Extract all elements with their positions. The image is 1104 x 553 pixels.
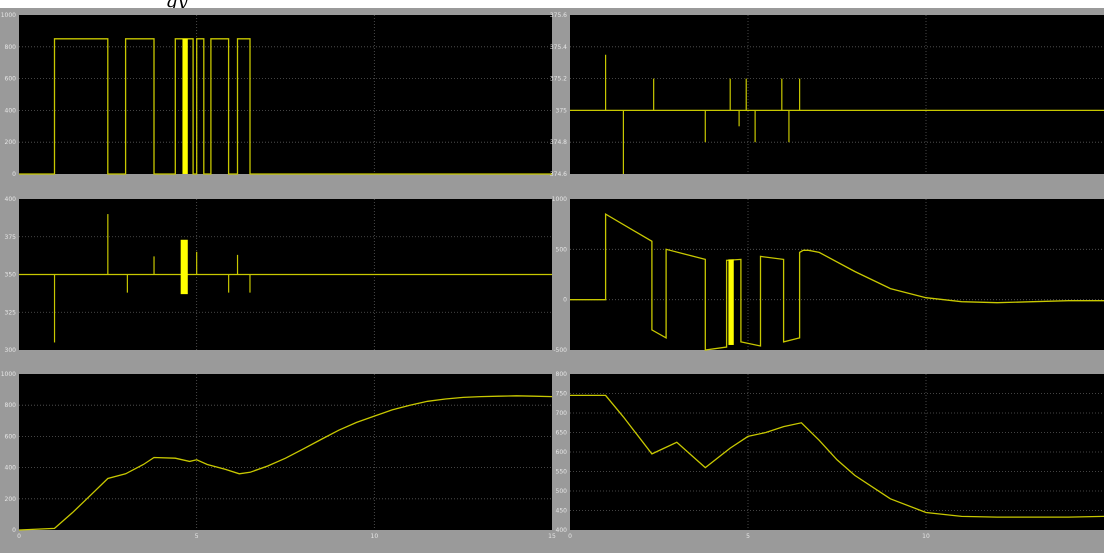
y-tick-label: 400 [5,196,17,203]
y-tick-label: 400 [5,465,17,472]
y-tick-label: 400 [556,527,568,534]
y-tick-label: 375 [5,234,17,241]
plot-panel-top-right: 374.6 374.8 375 375.2 375.4 375.6 [550,8,1104,188]
x-tick-label: 5 [195,533,199,540]
y-tick-label: 600 [5,76,17,83]
y-tick-label: 1000 [1,371,16,378]
y-tick-label: 300 [5,347,17,354]
plot-panel-middle-left: 300 325 350 375 400 [0,188,556,368]
y-tick-label: 400 [5,107,17,114]
switching-burst [728,259,734,345]
y-tick-label: 200 [5,496,17,503]
y-tick-label: 375.2 [550,76,567,83]
y-tick-label: 500 [556,246,568,253]
x-tick-label: 15 [548,533,556,540]
y-tick-label: 0 [12,171,16,178]
y-tick-label: 800 [5,402,17,409]
x-tick-label: 0 [17,533,21,540]
y-tick-label: 1000 [1,12,16,19]
plot-area [570,199,1104,350]
y-tick-label: 374.8 [550,139,567,146]
y-tick-label: 375.6 [550,12,567,19]
y-tick-label: 700 [556,410,568,417]
switching-burst [182,38,188,174]
y-tick-label: 800 [556,371,568,378]
x-tick-label: 10 [922,533,930,540]
series-line [18,395,553,531]
switching-burst [180,239,188,295]
x-tick-label: 5 [746,533,750,540]
y-tick-label: 325 [5,309,17,316]
y-tick-label: 750 [556,391,568,398]
x-tick-label: 0 [568,533,572,540]
y-tick-label: 375 [556,107,568,114]
y-tick-label: 450 [556,508,568,515]
y-tick-label: 350 [5,272,17,279]
y-tick-label: 375.4 [550,44,567,51]
y-tick-label: 650 [556,430,568,437]
y-tick-label: 600 [556,449,568,456]
series-line [570,394,1104,518]
y-tick-label: 0 [12,527,16,534]
plot-panel-bottom-left: 0 200 400 600 800 1000 0 5 10 15 [0,368,556,553]
y-tick-label: 374.6 [550,171,567,178]
series-line [19,38,552,175]
y-tick-label: 800 [5,44,17,51]
series-line [570,212,1104,351]
y-tick-label: 600 [5,433,17,440]
plot-panel-middle-right: -500 0 500 1000 [552,188,1104,368]
window-title-fragment: gy [166,0,206,9]
x-tick-label: 10 [371,533,379,540]
y-tick-label: 550 [556,469,568,476]
y-tick-label: -500 [553,347,567,354]
y-tick-label: 1000 [552,196,567,203]
plot-area [19,374,552,530]
plot-panel-bottom-right: 400 450 500 550 600 650 700 750 800 0 5 10 [556,368,1104,553]
plot-area [570,15,1104,174]
y-tick-label: 200 [5,139,17,146]
y-tick-label: 500 [556,488,568,495]
plot-panel-top-left: 0 200 400 600 800 1000 [0,8,556,188]
y-tick-label: 0 [563,297,567,304]
